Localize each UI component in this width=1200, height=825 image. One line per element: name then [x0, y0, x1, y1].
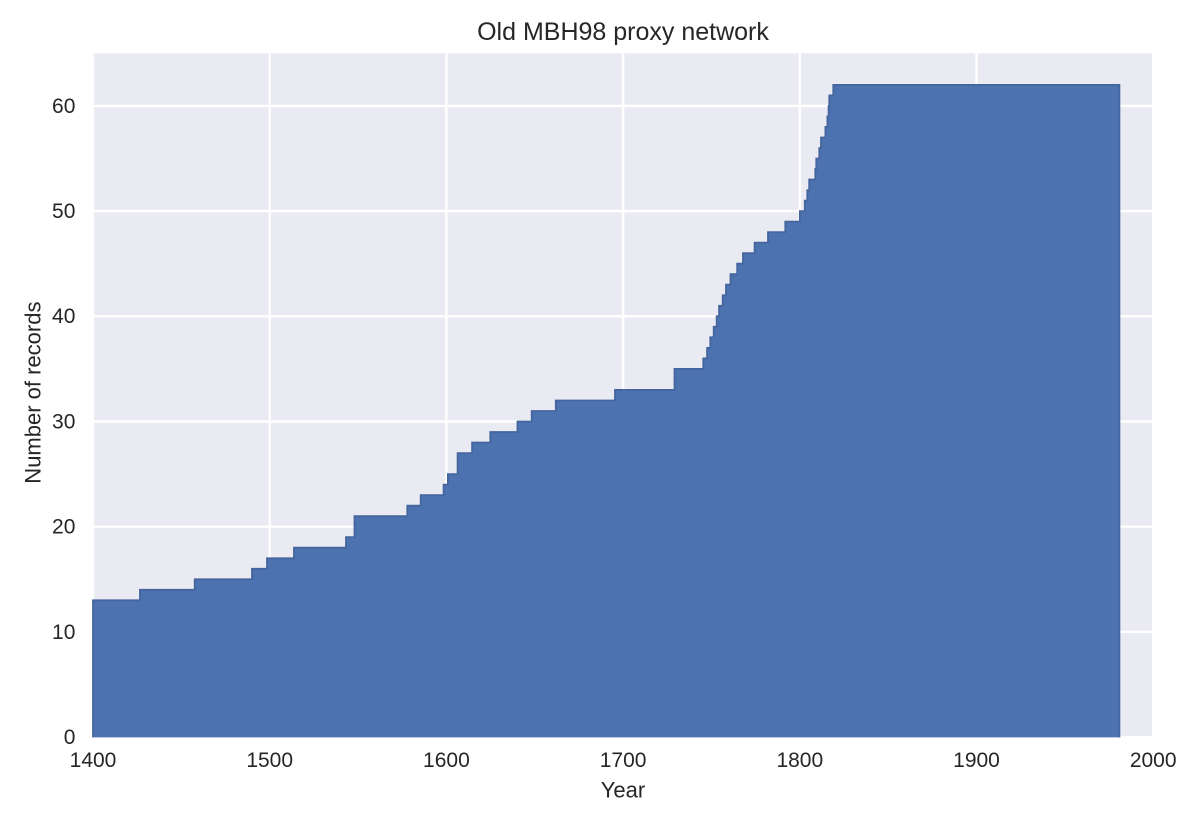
- svg-text:30: 30: [52, 410, 75, 433]
- svg-text:Old MBH98 proxy network: Old MBH98 proxy network: [477, 18, 769, 46]
- svg-text:Number of records: Number of records: [21, 302, 46, 484]
- svg-text:2000: 2000: [1130, 749, 1177, 772]
- svg-text:20: 20: [52, 516, 75, 539]
- svg-text:1900: 1900: [953, 749, 1000, 772]
- svg-text:0: 0: [64, 726, 76, 749]
- svg-text:1700: 1700: [600, 749, 647, 772]
- svg-text:40: 40: [52, 305, 75, 328]
- svg-text:1600: 1600: [423, 749, 470, 772]
- svg-text:50: 50: [52, 200, 75, 223]
- svg-text:10: 10: [52, 621, 75, 644]
- svg-text:Year: Year: [601, 777, 645, 802]
- svg-text:1400: 1400: [70, 749, 117, 772]
- svg-text:1800: 1800: [776, 749, 823, 772]
- svg-text:1500: 1500: [246, 749, 293, 772]
- svg-text:60: 60: [52, 95, 75, 118]
